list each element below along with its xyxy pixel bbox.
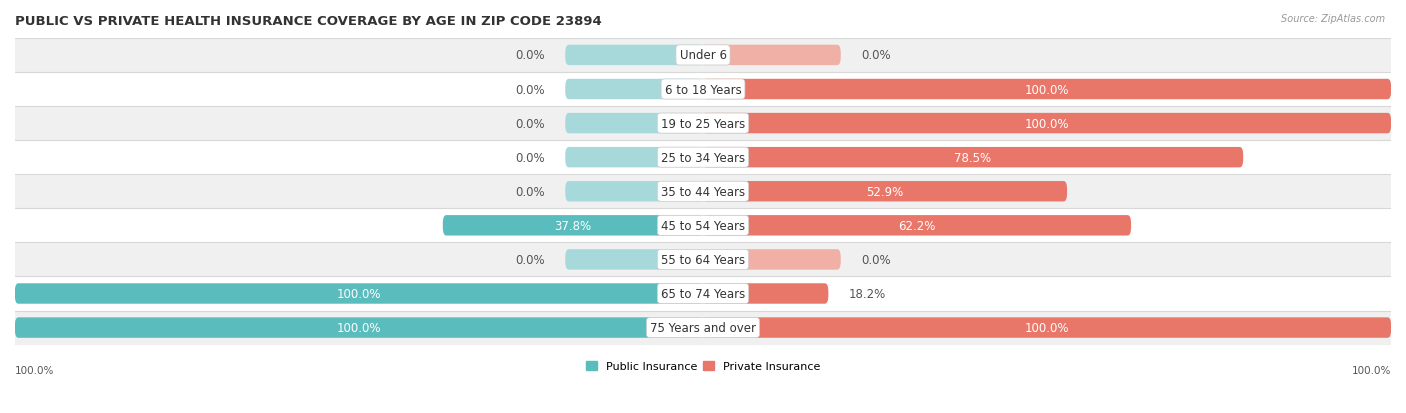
- Text: 100.0%: 100.0%: [1025, 117, 1069, 130]
- Text: 0.0%: 0.0%: [515, 83, 544, 96]
- Text: 0.0%: 0.0%: [515, 49, 544, 62]
- Text: 100.0%: 100.0%: [337, 321, 381, 334]
- Text: 100.0%: 100.0%: [15, 365, 55, 375]
- FancyBboxPatch shape: [15, 209, 1391, 243]
- Text: 45 to 54 Years: 45 to 54 Years: [661, 219, 745, 232]
- Text: 0.0%: 0.0%: [515, 151, 544, 164]
- Text: 0.0%: 0.0%: [862, 49, 891, 62]
- FancyBboxPatch shape: [565, 45, 703, 66]
- Text: 0.0%: 0.0%: [515, 185, 544, 198]
- FancyBboxPatch shape: [703, 80, 1391, 100]
- Text: 35 to 44 Years: 35 to 44 Years: [661, 185, 745, 198]
- FancyBboxPatch shape: [565, 249, 703, 270]
- FancyBboxPatch shape: [703, 249, 841, 270]
- FancyBboxPatch shape: [703, 216, 1130, 236]
- FancyBboxPatch shape: [565, 80, 703, 100]
- FancyBboxPatch shape: [15, 318, 703, 338]
- FancyBboxPatch shape: [565, 114, 703, 134]
- FancyBboxPatch shape: [15, 277, 1391, 311]
- Legend: Public Insurance, Private Insurance: Public Insurance, Private Insurance: [582, 357, 824, 376]
- FancyBboxPatch shape: [15, 243, 1391, 277]
- Text: 65 to 74 Years: 65 to 74 Years: [661, 287, 745, 300]
- FancyBboxPatch shape: [15, 39, 1391, 73]
- FancyBboxPatch shape: [703, 147, 1243, 168]
- Text: 37.8%: 37.8%: [554, 219, 592, 232]
- FancyBboxPatch shape: [443, 216, 703, 236]
- Text: 19 to 25 Years: 19 to 25 Years: [661, 117, 745, 130]
- FancyBboxPatch shape: [15, 311, 1391, 345]
- FancyBboxPatch shape: [15, 284, 703, 304]
- Text: 6 to 18 Years: 6 to 18 Years: [665, 83, 741, 96]
- Text: 100.0%: 100.0%: [1025, 321, 1069, 334]
- FancyBboxPatch shape: [703, 45, 841, 66]
- FancyBboxPatch shape: [703, 182, 1067, 202]
- Text: 18.2%: 18.2%: [849, 287, 886, 300]
- FancyBboxPatch shape: [703, 284, 828, 304]
- FancyBboxPatch shape: [703, 114, 1391, 134]
- Text: PUBLIC VS PRIVATE HEALTH INSURANCE COVERAGE BY AGE IN ZIP CODE 23894: PUBLIC VS PRIVATE HEALTH INSURANCE COVER…: [15, 15, 602, 28]
- Text: Under 6: Under 6: [679, 49, 727, 62]
- Text: 62.2%: 62.2%: [898, 219, 935, 232]
- FancyBboxPatch shape: [565, 182, 703, 202]
- FancyBboxPatch shape: [15, 107, 1391, 141]
- Text: 100.0%: 100.0%: [1025, 83, 1069, 96]
- Text: 55 to 64 Years: 55 to 64 Years: [661, 253, 745, 266]
- Text: 0.0%: 0.0%: [515, 253, 544, 266]
- Text: 52.9%: 52.9%: [866, 185, 904, 198]
- FancyBboxPatch shape: [15, 141, 1391, 175]
- Text: 78.5%: 78.5%: [955, 151, 991, 164]
- Text: 100.0%: 100.0%: [1351, 365, 1391, 375]
- FancyBboxPatch shape: [15, 175, 1391, 209]
- Text: 0.0%: 0.0%: [515, 117, 544, 130]
- FancyBboxPatch shape: [565, 147, 703, 168]
- Text: 25 to 34 Years: 25 to 34 Years: [661, 151, 745, 164]
- Text: 100.0%: 100.0%: [337, 287, 381, 300]
- FancyBboxPatch shape: [703, 318, 1391, 338]
- Text: 75 Years and over: 75 Years and over: [650, 321, 756, 334]
- Text: Source: ZipAtlas.com: Source: ZipAtlas.com: [1281, 14, 1385, 24]
- FancyBboxPatch shape: [15, 73, 1391, 107]
- Text: 0.0%: 0.0%: [862, 253, 891, 266]
